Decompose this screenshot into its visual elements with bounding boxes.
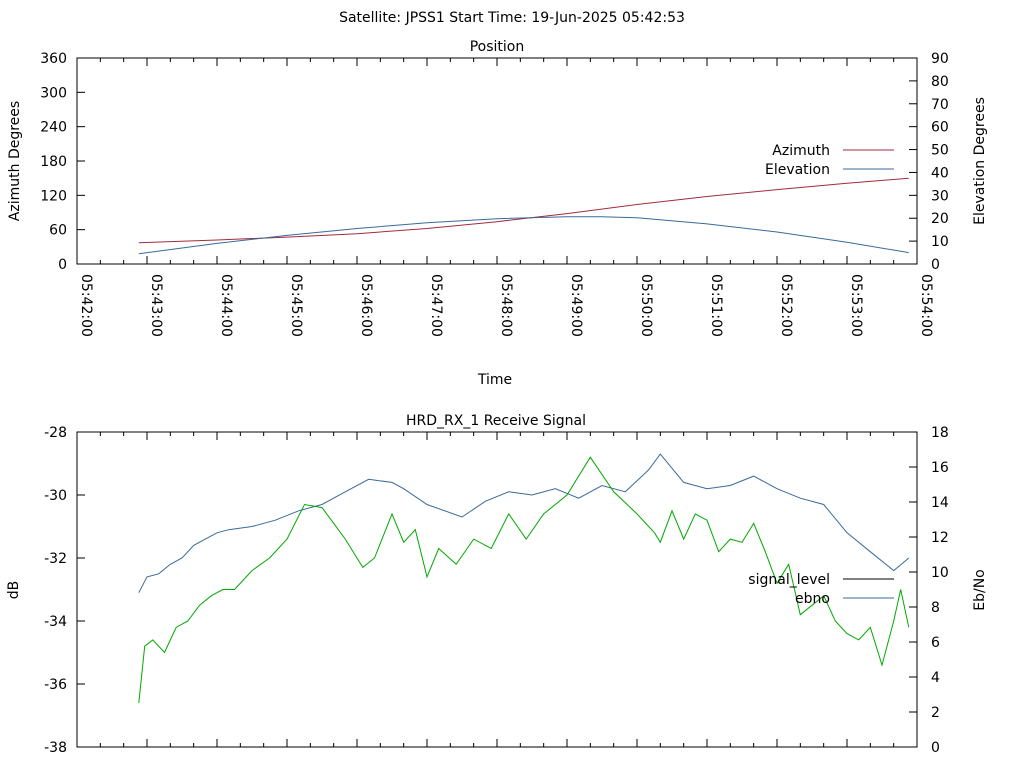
y-tick-label: -36 (44, 677, 67, 693)
y-tick-label: 180 (40, 154, 67, 170)
y2-tick-label: 0 (931, 740, 940, 756)
y2-tick-label: 10 (931, 234, 949, 250)
position-plot-frame (76, 57, 918, 265)
y2-tick-label: 70 (931, 97, 949, 113)
y2-tick-label: 6 (931, 635, 940, 651)
y-tick-label: 60 (49, 223, 67, 239)
series-line-series-1 (138, 456, 910, 703)
signal-y2-axis: 0 2 4 6 8 10 12 14 16 18 (909, 425, 949, 756)
signal-chart: HRD_RX_1 Receive Signal -28-30-32-34-36-… (6, 413, 988, 756)
signal-y2-axis-label: Eb/No (972, 569, 988, 611)
x-tick-label: 05:45:00 (288, 274, 304, 337)
legend-label: ebno (795, 591, 830, 607)
position-y-axis-label: Azimuth Degrees (7, 101, 23, 221)
position-series (138, 177, 909, 255)
y-tick-label: 0 (58, 257, 67, 273)
position-y-axis: 0 60 120 180 240 300 360 (40, 51, 85, 273)
y2-tick-label: 40 (931, 165, 949, 181)
y2-tick-label: 50 (931, 143, 949, 159)
x-tick-label: 05:52:00 (778, 274, 794, 337)
y-tick-label: 360 (40, 51, 67, 67)
position-chart-title: Position (470, 39, 525, 55)
x-tick-label: 05:44:00 (218, 274, 234, 337)
series-line-Elevation (138, 216, 909, 255)
y-tick-label: -28 (44, 425, 67, 441)
x-tick-label: 05:54:00 (918, 274, 934, 337)
y2-tick-label: 18 (931, 425, 949, 441)
series-line-Azimuth (138, 177, 909, 244)
x-tick-label: 05:42:00 (78, 274, 94, 337)
x-tick-label: 05:48:00 (498, 274, 514, 337)
x-tick-label: 05:49:00 (568, 274, 584, 337)
y2-tick-label: 20 (931, 211, 949, 227)
y2-tick-label: 4 (931, 670, 940, 686)
signal-series (138, 453, 910, 703)
y-tick-label: -30 (44, 488, 67, 504)
y2-tick-label: 14 (931, 495, 949, 511)
y2-tick-label: 2 (931, 705, 940, 721)
y2-tick-label: 90 (931, 51, 949, 67)
position-y2-axis: 0 10 20 30 40 50 60 70 80 90 (909, 51, 949, 273)
legend-label: Azimuth (772, 143, 830, 159)
y2-tick-label: 60 (931, 120, 949, 136)
signal-plot-frame (76, 431, 918, 748)
y2-tick-label: 12 (931, 530, 949, 546)
x-tick-label: 05:46:00 (358, 274, 374, 337)
y2-tick-label: 80 (931, 74, 949, 90)
series-line-ebno (138, 453, 910, 593)
y-tick-label: 240 (40, 120, 67, 136)
y-tick-label: -32 (44, 551, 67, 567)
position-x-axis-label: Time (477, 372, 512, 388)
signal-x-axis (76, 432, 918, 747)
y-tick-label: 300 (40, 85, 67, 101)
y2-tick-label: 0 (931, 257, 940, 273)
signal-y-axis: -28 -30 -32 -34 -36 -38 (44, 425, 85, 756)
position-x-axis: 05:42:00 05:43:00 05:44:00 05:45:00 05:46:00… (76, 58, 934, 337)
x-tick-label: 05:47:00 (428, 274, 444, 337)
position-chart: Position 05:42:00 05:43:00 05:44:00 05:45:0… (7, 39, 988, 388)
position-y2-axis-label: Elevation Degrees (972, 97, 988, 225)
y2-tick-label: 30 (931, 188, 949, 204)
x-tick-label: 05:50:00 (638, 274, 654, 337)
y2-tick-label: 16 (931, 460, 949, 476)
legend-label: signal_level (748, 572, 830, 588)
page-title: Satellite: JPSS1 Start Time: 19-Jun-2025… (339, 10, 685, 26)
position-legend: Azimuth Elevation (765, 143, 894, 178)
x-tick-label: 05:53:00 (848, 274, 864, 337)
y-tick-label: -34 (44, 614, 67, 630)
y2-tick-label: 10 (931, 565, 949, 581)
legend-label: Elevation (765, 162, 830, 178)
y-tick-label: -38 (44, 740, 67, 756)
x-tick-label: 05:51:00 (708, 274, 724, 337)
signal-y-axis-label: dB (6, 581, 22, 600)
signal-chart-title: HRD_RX_1 Receive Signal (406, 413, 586, 429)
y2-tick-label: 8 (931, 600, 940, 616)
x-tick-label: 05:43:00 (148, 274, 164, 337)
y-tick-label: 120 (40, 188, 67, 204)
